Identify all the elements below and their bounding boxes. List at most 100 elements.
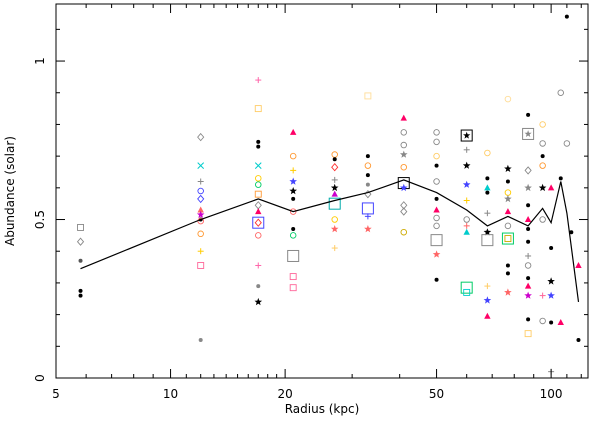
data-point-diamond bbox=[254, 201, 262, 210]
data-point-star bbox=[504, 164, 512, 172]
data-point-plus bbox=[463, 146, 470, 153]
data-point-triangle bbox=[524, 216, 532, 223]
data-point-dot bbox=[505, 263, 510, 268]
data-point-star bbox=[504, 288, 512, 296]
data-point-dot bbox=[365, 173, 370, 178]
data-point-dot bbox=[485, 176, 490, 181]
data-point-square bbox=[289, 284, 297, 292]
data-point-circle bbox=[524, 262, 532, 269]
data-point-star bbox=[289, 177, 297, 185]
data-point-plus bbox=[463, 222, 470, 229]
data-point-star bbox=[547, 291, 555, 299]
data-point-circle bbox=[433, 214, 440, 222]
data-point-square bbox=[254, 105, 262, 113]
data-point-plus bbox=[197, 178, 204, 185]
data-point-star bbox=[289, 187, 297, 195]
data-point-star bbox=[524, 183, 532, 192]
mean-profile-line bbox=[80, 179, 580, 302]
data-point-circle bbox=[331, 216, 338, 223]
data-point-circle bbox=[433, 152, 440, 160]
data-point-bigsquare bbox=[481, 234, 494, 247]
data-point-circle bbox=[400, 129, 408, 136]
data-point-circle bbox=[255, 175, 262, 182]
data-point-bigsquare bbox=[252, 216, 265, 229]
data-point-cross bbox=[197, 162, 205, 169]
data-point-circle bbox=[400, 228, 408, 236]
x-tick-label: 50 bbox=[429, 387, 444, 401]
data-point-plus bbox=[525, 252, 532, 259]
data-point-circle bbox=[504, 189, 512, 196]
data-point-star bbox=[432, 250, 441, 258]
data-point-circle bbox=[433, 129, 440, 136]
data-point-circle bbox=[400, 141, 408, 149]
data-point-triangle bbox=[255, 208, 262, 215]
x-tick-label: 5 bbox=[52, 387, 60, 401]
data-point-star bbox=[538, 183, 547, 192]
data-point-bigsquare bbox=[430, 234, 443, 247]
data-point-circle bbox=[255, 232, 262, 239]
data-point-star bbox=[483, 228, 492, 236]
data-point-star bbox=[400, 183, 408, 192]
data-point-dot bbox=[549, 246, 554, 251]
data-point-dot bbox=[256, 139, 261, 144]
data-point-diamond bbox=[331, 163, 339, 172]
data-point-circle bbox=[289, 208, 297, 215]
data-point-dot bbox=[526, 276, 531, 281]
data-point-square bbox=[77, 223, 84, 231]
data-point-star bbox=[400, 150, 408, 158]
data-point-star bbox=[462, 180, 471, 188]
data-point-plus bbox=[255, 77, 262, 84]
data-point-triangle bbox=[197, 206, 204, 213]
data-point-triangle bbox=[504, 208, 512, 215]
data-point-dot bbox=[576, 337, 581, 342]
data-point-dot bbox=[365, 154, 370, 159]
data-point-circle bbox=[484, 149, 491, 157]
data-point-plus bbox=[484, 210, 491, 217]
y-axis-label: Abundance (solar) bbox=[3, 136, 17, 246]
x-tick-label: 20 bbox=[277, 387, 292, 401]
data-point-dot bbox=[505, 179, 510, 184]
data-point-plus bbox=[331, 176, 338, 183]
data-point-plus bbox=[463, 197, 470, 204]
data-point-triangle bbox=[575, 261, 582, 268]
data-point-star bbox=[483, 296, 492, 304]
y-tick-label: 0.5 bbox=[33, 210, 47, 229]
data-point-star bbox=[364, 225, 372, 233]
data-point-dot bbox=[505, 271, 510, 276]
data-point-star bbox=[462, 161, 471, 169]
data-point-dot bbox=[549, 320, 554, 325]
data-point-circle bbox=[504, 95, 512, 103]
data-point-triangle bbox=[433, 206, 440, 213]
data-point-circle bbox=[400, 163, 408, 171]
data-point-bigsquare bbox=[501, 232, 514, 245]
data-point-square bbox=[524, 330, 532, 338]
data-point-square bbox=[254, 190, 262, 198]
plot-frame bbox=[55, 3, 589, 379]
data-point-bigsquare bbox=[361, 202, 374, 215]
axis-ticks: 5 10 20 50 100 0 0.5 1 bbox=[33, 4, 588, 401]
data-point-triangle bbox=[289, 128, 297, 135]
x-tick-label: 10 bbox=[163, 387, 178, 401]
data-point-triangle bbox=[463, 228, 470, 235]
data-point-circle bbox=[364, 162, 372, 169]
data-point-circle bbox=[539, 140, 546, 147]
data-point-dot bbox=[526, 227, 531, 232]
data-point-dot bbox=[291, 196, 296, 201]
data-point-square bbox=[289, 273, 297, 281]
data-point-dot bbox=[564, 14, 569, 19]
data-point-diamond bbox=[197, 132, 205, 142]
data-point-square bbox=[463, 288, 471, 296]
data-point-plus bbox=[197, 248, 204, 255]
data-point-dot bbox=[558, 176, 563, 181]
data-point-cross bbox=[254, 162, 262, 169]
data-point-circle bbox=[504, 222, 512, 230]
data-point-dot bbox=[485, 190, 490, 195]
data-point-dot bbox=[332, 157, 337, 162]
data-point-diamond bbox=[76, 237, 85, 246]
data-point-plus bbox=[484, 283, 491, 290]
data-point-star bbox=[330, 183, 339, 192]
data-point-circle bbox=[539, 121, 546, 128]
data-point-diamond bbox=[524, 166, 532, 175]
